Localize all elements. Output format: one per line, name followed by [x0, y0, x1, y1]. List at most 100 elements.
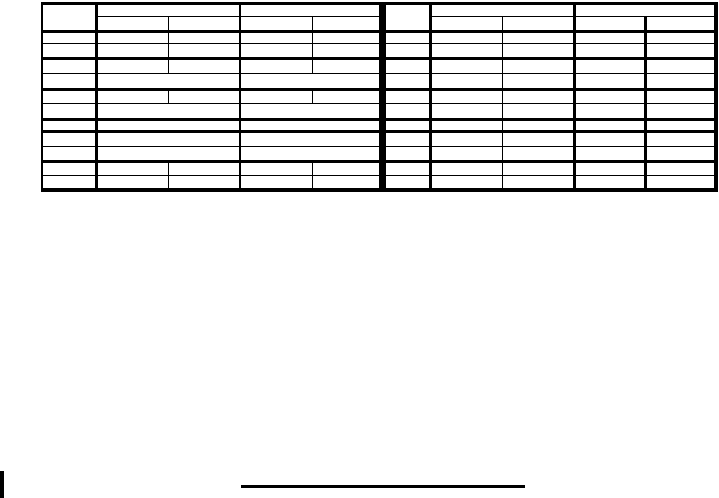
body-cell: [96, 31, 170, 44]
header-row-1: [42, 3, 719, 33]
form-table: [41, 2, 719, 192]
footnote-separator-rule: [241, 485, 525, 488]
body-cell: [168, 43, 242, 60]
table-row-3: [42, 58, 718, 74]
body-cell: [42, 161, 98, 176]
body-cell: [645, 175, 718, 191]
body-cell: [574, 161, 647, 176]
form-table-body: [42, 3, 719, 191]
body-cell: [382, 103, 433, 121]
body-cell: [382, 43, 433, 60]
header-sub-col4: [240, 16, 314, 33]
body-cell: [42, 131, 98, 147]
body-cell: [430, 161, 503, 176]
body-cell: [42, 43, 98, 60]
body-cell-merged: [96, 103, 242, 121]
body-cell: [430, 103, 503, 121]
body-cell: [240, 175, 314, 191]
body-cell: [574, 103, 647, 121]
body-cell: [645, 58, 718, 74]
body-cell: [645, 103, 718, 121]
body-cell: [382, 73, 433, 91]
body-cell: [168, 175, 242, 191]
body-cell: [168, 161, 242, 176]
header-sub-col7: [430, 16, 503, 33]
body-cell: [574, 31, 647, 44]
body-cell: [430, 146, 503, 163]
body-cell: [430, 175, 503, 191]
header-sub-col5: [312, 16, 386, 33]
body-cell: [382, 31, 433, 44]
body-cell: [382, 161, 433, 176]
body-cell: [382, 89, 433, 104]
body-cell: [574, 89, 647, 104]
header-group-cols2-3: [96, 3, 242, 17]
body-cell: [382, 119, 433, 133]
header-group-cols4-5: [240, 3, 386, 17]
body-cell: [502, 161, 577, 176]
table-row-5: [42, 89, 718, 104]
scan-artifact-bar: [0, 471, 4, 498]
body-cell: [430, 43, 503, 60]
body-cell: [502, 43, 577, 60]
body-cell-merged: [96, 131, 242, 147]
table-row-8: [42, 131, 718, 147]
body-cell: [312, 43, 386, 60]
body-cell: [645, 89, 718, 104]
body-cell: [502, 89, 577, 104]
table-row-1: [42, 31, 718, 44]
body-cell: [645, 43, 718, 60]
header-group-cols7-8: [430, 3, 577, 17]
body-cell: [312, 89, 386, 104]
body-cell: [645, 73, 718, 91]
body-cell: [430, 58, 503, 74]
header-sub-col10: [645, 16, 718, 33]
body-cell: [645, 31, 718, 44]
body-cell-merged: [96, 146, 242, 163]
body-cell: [168, 31, 242, 44]
body-cell: [240, 31, 314, 44]
body-cell: [574, 119, 647, 133]
header-sub-col9: [574, 16, 647, 33]
body-cell: [574, 43, 647, 60]
body-cell: [502, 131, 577, 147]
body-cell: [42, 73, 98, 91]
body-cell: [312, 175, 386, 191]
body-cell: [312, 161, 386, 176]
body-cell-merged: [96, 119, 242, 133]
body-cell: [168, 89, 242, 104]
body-cell-merged: [240, 103, 386, 121]
body-cell: [240, 161, 314, 176]
body-cell: [502, 103, 577, 121]
table-row-9: [42, 146, 718, 163]
table-row-10: [42, 161, 718, 176]
body-cell: [382, 58, 433, 74]
body-cell-merged: [96, 73, 242, 91]
body-cell: [240, 89, 314, 104]
body-cell: [502, 73, 577, 91]
body-cell: [574, 146, 647, 163]
body-cell: [502, 58, 577, 74]
body-cell: [382, 175, 433, 191]
body-cell: [240, 58, 314, 74]
body-cell: [96, 58, 170, 74]
body-cell: [574, 73, 647, 91]
body-cell: [312, 31, 386, 44]
body-cell: [574, 175, 647, 191]
table-row-11: [42, 175, 718, 191]
body-cell: [382, 131, 433, 147]
body-cell: [42, 119, 98, 133]
body-cell: [382, 146, 433, 163]
body-cell: [168, 58, 242, 74]
body-cell: [96, 89, 170, 104]
header-sub-col2: [96, 16, 170, 33]
header-col6: [382, 3, 433, 33]
body-cell-merged: [240, 131, 386, 147]
header-sub-col8: [502, 16, 577, 33]
body-cell-merged: [240, 146, 386, 163]
table-row-2: [42, 43, 718, 60]
body-cell-merged: [240, 73, 386, 91]
body-cell: [645, 146, 718, 163]
body-cell: [240, 43, 314, 60]
